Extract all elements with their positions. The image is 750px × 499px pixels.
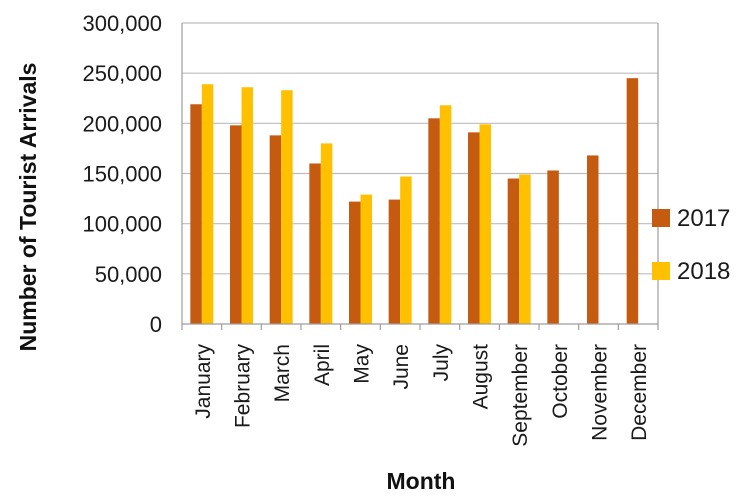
x-tick-label: June <box>390 344 413 390</box>
y-tick-label: 100,000 <box>82 212 162 237</box>
bar-2017-january <box>190 104 202 325</box>
bar-2017-november <box>587 155 599 324</box>
x-axis-title: Month <box>387 468 456 494</box>
x-tick-label: May <box>351 344 374 384</box>
x-tick-label: December <box>628 344 651 441</box>
bar-2017-september <box>507 178 520 324</box>
bar-2017-october <box>547 170 559 324</box>
y-tick-label: 300,000 <box>82 11 162 36</box>
axes <box>181 23 659 330</box>
bar-2017-february <box>230 125 242 324</box>
legend-swatch-2017 <box>652 209 670 227</box>
x-tick-label: September <box>509 344 532 447</box>
y-axis-title: Number of Tourist Arrivals <box>15 63 41 352</box>
x-tick-label: January <box>192 344 215 419</box>
x-tick-label: August <box>470 344 493 410</box>
x-tick-label: November <box>589 344 612 441</box>
y-tick-label: 0 <box>150 312 162 337</box>
x-tick-label: July <box>430 344 453 382</box>
bar-2017-june <box>388 199 401 324</box>
bars <box>190 78 639 325</box>
y-tick-label: 250,000 <box>82 61 162 86</box>
legend-label-2018: 2018 <box>677 258 730 285</box>
bar-2018-august <box>479 124 491 324</box>
y-tick-label: 200,000 <box>82 111 162 136</box>
y-tick-labels: 0 50,000 100,000 150,000 200,000 250,000 300,0… <box>82 11 162 337</box>
bar-2017-december <box>626 78 639 324</box>
legend-label-2017: 2017 <box>677 205 730 232</box>
bar-2018-july <box>439 105 452 324</box>
x-tick-labels: January February March April May June July Augu… <box>192 344 651 447</box>
bar-2018-march <box>281 90 293 325</box>
x-tick-label: October <box>549 344 572 419</box>
bar-2018-may <box>360 194 372 324</box>
x-tick-label: February <box>232 344 255 429</box>
bar-2017-april <box>309 163 321 324</box>
x-tick-label: March <box>271 344 294 402</box>
bar-2018-june <box>400 176 412 324</box>
bar-2017-august <box>468 132 480 324</box>
legend-swatch-2018 <box>652 262 670 280</box>
bar-2018-april <box>320 143 333 324</box>
bar-2017-july <box>428 118 440 324</box>
bar-2018-january <box>201 84 214 324</box>
bar-2018-february <box>241 87 253 324</box>
bar-2018-september <box>519 174 531 324</box>
bar-2017-may <box>349 201 361 324</box>
x-tick-label: April <box>311 344 334 386</box>
gridlines <box>182 22 658 275</box>
y-tick-label: 50,000 <box>95 262 162 287</box>
y-tick-label: 150,000 <box>82 162 162 187</box>
legend: 2017 2018 <box>652 205 730 285</box>
bar-2017-march <box>269 135 282 324</box>
